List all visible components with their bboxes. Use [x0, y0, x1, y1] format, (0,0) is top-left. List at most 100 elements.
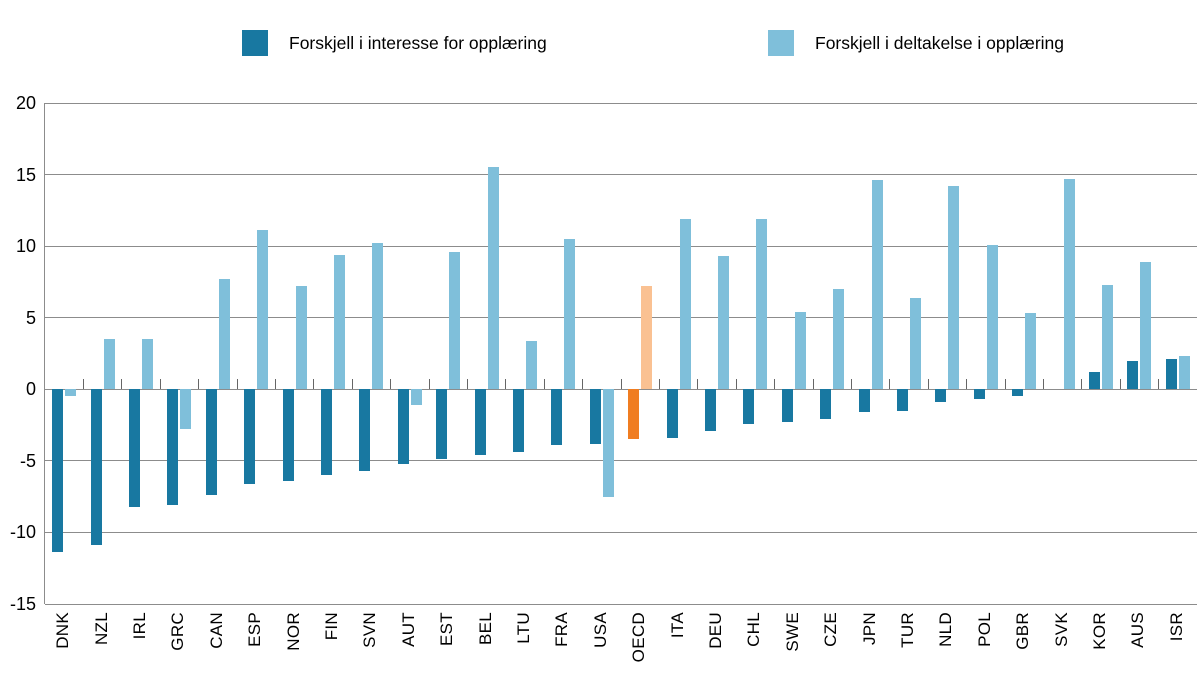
bar-interesse-pol	[973, 389, 985, 400]
bar-deltakelse-tur	[910, 297, 921, 390]
bar-deltakelse-swe	[794, 311, 806, 390]
bar-deltakelse-usa	[602, 389, 614, 497]
zero-axis-tick	[543, 379, 545, 390]
zero-axis-tick	[774, 379, 776, 390]
x-axis-label-chl: CHL	[744, 612, 764, 647]
bar-interesse-oecd	[628, 389, 640, 440]
legend-swatch-interesse	[242, 30, 268, 56]
x-axis-label-ltu: LTU	[514, 612, 533, 644]
bar-interesse-irl	[129, 389, 140, 507]
x-axis-label-aut: AUT	[398, 612, 418, 647]
bar-deltakelse-jpn	[871, 180, 883, 390]
x-axis-label-svk: SVK	[1051, 612, 1071, 647]
bar-interesse-chl	[743, 389, 755, 424]
x-axis-label-svn: SVN	[360, 612, 380, 648]
gridline-y-10	[45, 245, 1197, 247]
bar-deltakelse-ltu	[526, 340, 537, 390]
bar-deltakelse-fin	[334, 254, 345, 390]
bar-deltakelse-nzl	[103, 339, 115, 390]
y-axis-tick-label: 0	[25, 379, 36, 400]
bar-interesse-ltu	[513, 389, 524, 453]
gridline-y-15	[45, 174, 1197, 176]
bar-deltakelse-can	[218, 279, 230, 390]
x-axis-label-tur: TUR	[898, 612, 917, 648]
bar-deltakelse-grc	[180, 389, 192, 430]
bar-interesse-aus	[1127, 360, 1139, 390]
bar-interesse-deu	[705, 389, 716, 431]
x-axis-label-est: EST	[437, 612, 457, 646]
bar-deltakelse-est	[449, 251, 461, 390]
zero-axis-tick	[1004, 379, 1006, 390]
y-axis-tick-label: -5	[19, 450, 36, 471]
zero-axis-tick	[927, 379, 929, 390]
bar-interesse-gbr	[1012, 389, 1024, 397]
y-axis-tick-label: -15	[9, 594, 36, 614]
bar-interesse-kor	[1089, 372, 1100, 390]
zero-axis-tick	[697, 379, 699, 390]
x-axis-label-isr: ISR	[1166, 612, 1186, 642]
x-axis-label-deu: DEU	[706, 612, 725, 649]
zero-axis-tick	[1158, 379, 1160, 390]
bar-interesse-esp	[244, 389, 256, 484]
bar-deltakelse-svk	[1063, 178, 1075, 390]
zero-axis-tick	[236, 379, 238, 390]
zero-axis-tick	[466, 379, 468, 390]
bar-deltakelse-deu	[718, 256, 729, 390]
bar-deltakelse-ita	[679, 218, 691, 390]
bar-deltakelse-fra	[564, 238, 576, 390]
x-axis-label-usa: USA	[590, 612, 610, 648]
bar-interesse-svn	[359, 389, 371, 471]
bar-interesse-fra	[551, 389, 563, 446]
gridline-y--15	[45, 603, 1197, 605]
x-axis-label-esp: ESP	[245, 612, 265, 647]
bar-interesse-swe	[781, 389, 793, 423]
bar-interesse-nzl	[90, 389, 102, 546]
bar-deltakelse-cze	[833, 289, 845, 390]
zero-axis-tick	[1042, 379, 1044, 390]
y-axis-tick-label: 15	[15, 164, 36, 185]
x-axis-label-dnk: DNK	[53, 612, 73, 649]
bar-deltakelse-gbr	[1025, 313, 1037, 390]
zero-axis-tick	[428, 379, 430, 390]
bar-interesse-est	[436, 389, 448, 460]
y-axis-tick-label: 10	[15, 236, 36, 257]
bar-deltakelse-oecd	[641, 286, 653, 390]
zero-axis-tick	[620, 379, 622, 390]
y-axis-tick-label: 5	[25, 307, 36, 328]
zero-axis-tick	[390, 379, 392, 390]
gridline-y-20	[45, 102, 1197, 104]
zero-axis-tick	[313, 379, 315, 390]
zero-axis-tick	[82, 379, 84, 390]
zero-axis-tick	[735, 379, 737, 390]
bar-deltakelse-irl	[142, 339, 153, 390]
bar-interesse-can	[205, 389, 217, 496]
x-axis-label-pol: POL	[974, 612, 994, 647]
zero-axis-tick	[351, 379, 353, 390]
x-axis-label-cze: CZE	[821, 612, 841, 647]
zero-axis-tick	[850, 379, 852, 390]
x-axis-label-nor: NOR	[283, 612, 303, 651]
bar-deltakelse-aut	[410, 389, 422, 406]
zero-axis-tick	[505, 379, 507, 390]
bar-interesse-cze	[820, 389, 832, 420]
bar-deltakelse-svn	[372, 243, 384, 390]
legend-label-interesse: Forskjell i interesse for opplæring	[289, 33, 547, 53]
x-axis-label-ita: ITA	[667, 612, 687, 639]
bar-deltakelse-chl	[756, 218, 768, 390]
bar-deltakelse-pol	[986, 244, 998, 390]
bar-interesse-nor	[282, 389, 294, 481]
bar-interesse-dnk	[52, 389, 64, 553]
gridline-y--10	[45, 531, 1197, 533]
bar-deltakelse-nor	[295, 286, 307, 390]
bar-interesse-isr	[1165, 359, 1177, 390]
bar-deltakelse-esp	[257, 230, 269, 390]
x-axis-label-nzl: NZL	[91, 612, 111, 646]
zero-axis-tick	[159, 379, 161, 390]
legend-label-deltakelse: Forskjell i deltakelse i opplæring	[815, 33, 1064, 53]
y-axis-tick-label: 20	[15, 93, 36, 113]
zero-axis-tick	[658, 379, 660, 390]
gridline-y--5	[45, 460, 1197, 462]
x-axis-label-aus: AUS	[1128, 612, 1148, 648]
bar-interesse-jpn	[858, 389, 870, 413]
